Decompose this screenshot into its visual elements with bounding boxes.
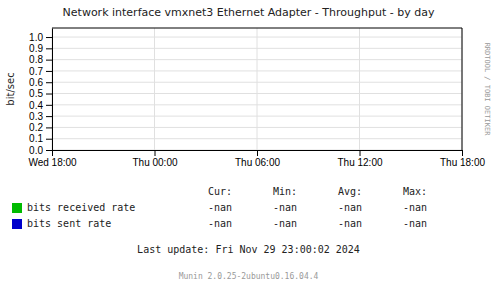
grid-line-x bbox=[52, 28, 53, 150]
x-tick-mark bbox=[52, 150, 53, 156]
plot: 0.00.10.20.30.40.50.60.70.80.91.0Wed 18:… bbox=[28, 28, 485, 168]
x-tick-label: Thu 12:00 bbox=[337, 157, 382, 168]
y-tick: 0.9 bbox=[29, 43, 52, 54]
stats-value: -nan bbox=[403, 202, 427, 213]
y-tick: 0.6 bbox=[29, 77, 52, 88]
stats-value: -nan bbox=[338, 218, 362, 229]
y-tick: 0.3 bbox=[29, 111, 52, 122]
y-tick-label: 0.0 bbox=[29, 145, 43, 156]
x-tick-mark bbox=[155, 150, 156, 156]
y-tick: 0.8 bbox=[29, 54, 52, 65]
y-tick: 0.2 bbox=[29, 122, 52, 133]
y-tick-label: 0.3 bbox=[29, 111, 43, 122]
y-tick-mark bbox=[46, 82, 52, 83]
stats-header: Avg: bbox=[338, 186, 362, 197]
grid-line-x bbox=[154, 28, 155, 150]
frame-right bbox=[462, 28, 463, 150]
x-tick: Thu 18:00 bbox=[440, 150, 485, 168]
y-tick-label: 0.6 bbox=[29, 77, 43, 88]
stats-header: Min: bbox=[273, 186, 297, 197]
x-tick-mark bbox=[360, 150, 361, 156]
y-label: bit/sec bbox=[5, 72, 16, 105]
x-tick: Wed 18:00 bbox=[28, 150, 77, 168]
stats-value: -nan bbox=[403, 218, 427, 229]
annotation: RRDTOOL / TOBI OETIKER bbox=[483, 43, 491, 137]
y-tick-mark bbox=[46, 150, 52, 151]
y-tick-mark bbox=[46, 116, 52, 117]
x-tick-mark bbox=[257, 150, 258, 156]
x-tick-mark bbox=[462, 150, 463, 156]
title: Network interface vmxnet3 Ethernet Adapt… bbox=[63, 6, 435, 19]
y-tick-label: 0.8 bbox=[29, 54, 43, 65]
y-axis-line bbox=[52, 29, 53, 151]
y-axis: 0.00.10.20.30.40.50.60.70.80.91.0 bbox=[29, 29, 52, 156]
stats-value: -nan bbox=[208, 218, 232, 229]
legend: Cur: Min: Avg: Max: bits received rate -nan -n… bbox=[12, 186, 427, 229]
x-tick: Thu 06:00 bbox=[235, 150, 280, 168]
y-tick-label: 0.7 bbox=[29, 66, 43, 77]
stats-header: Max: bbox=[403, 186, 427, 197]
stats-value: -nan bbox=[273, 218, 297, 229]
y-tick-label: 1.0 bbox=[29, 32, 43, 43]
legend-swatch bbox=[12, 219, 22, 229]
grid-line-x bbox=[257, 28, 258, 150]
legend-swatch bbox=[12, 203, 22, 213]
y-tick: 0.5 bbox=[29, 88, 52, 99]
y-tick: 0.1 bbox=[29, 133, 52, 144]
y-tick: 0.4 bbox=[29, 100, 52, 111]
y-tick-mark bbox=[46, 139, 52, 140]
y-tick-label: 0.4 bbox=[29, 100, 43, 111]
frame-top bbox=[52, 28, 462, 29]
y-tick-mark bbox=[46, 60, 52, 61]
stats-value: -nan bbox=[338, 202, 362, 213]
x-axis: Wed 18:00 Thu 00:00 Thu 06:00 Thu 12:00 Thu … bbox=[28, 150, 485, 168]
y-tick-label: 0.9 bbox=[29, 43, 43, 54]
annotation: Last update: Fri Nov 29 23:00:02 2024 bbox=[137, 244, 360, 255]
x-tick-label: Thu 06:00 bbox=[235, 157, 280, 168]
stats-value: -nan bbox=[208, 202, 232, 213]
y-tick: 0.7 bbox=[29, 66, 52, 77]
grid bbox=[52, 28, 462, 150]
y-tick-mark bbox=[46, 127, 52, 128]
x-tick-label: Thu 18:00 bbox=[440, 157, 485, 168]
legend-label: bits received rate bbox=[27, 202, 135, 213]
chart: Network interface vmxnet3 Ethernet Adapt… bbox=[0, 0, 497, 292]
x-tick: Thu 00:00 bbox=[132, 150, 177, 168]
y-tick-mark bbox=[46, 105, 52, 106]
y-tick-mark bbox=[46, 71, 52, 72]
y-tick-label: 0.1 bbox=[29, 133, 43, 144]
y-tick: 0.0 bbox=[29, 145, 52, 156]
y-tick-mark bbox=[46, 94, 52, 95]
grid-line-x bbox=[462, 28, 463, 150]
annotation: Munin 2.0.25-2ubuntu0.16.04.4 bbox=[179, 272, 319, 281]
y-tick-label: 0.5 bbox=[29, 88, 43, 99]
y-tick-mark bbox=[46, 37, 52, 38]
x-tick: Thu 12:00 bbox=[337, 150, 382, 168]
y-tick-mark bbox=[46, 48, 52, 49]
stats-value: -nan bbox=[273, 202, 297, 213]
y-tick-label: 0.2 bbox=[29, 122, 43, 133]
grid-line-x bbox=[359, 28, 360, 150]
x-tick-label: Thu 00:00 bbox=[132, 157, 177, 168]
legend-label: bits sent rate bbox=[27, 218, 111, 229]
y-tick: 1.0 bbox=[29, 32, 52, 43]
x-tick-label: Wed 18:00 bbox=[28, 157, 77, 168]
stats-header: Cur: bbox=[208, 186, 232, 197]
